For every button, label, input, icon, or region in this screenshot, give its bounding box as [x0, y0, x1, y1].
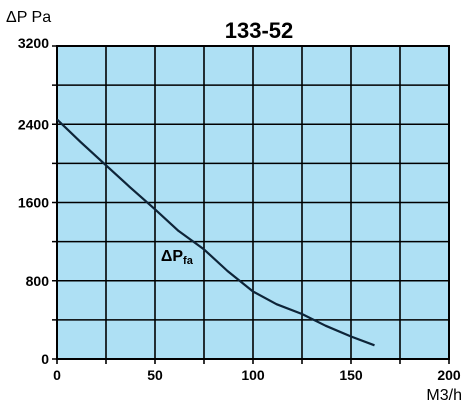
- series-line: [56, 118, 375, 347]
- x-tick-label: 50: [147, 367, 163, 383]
- y-tick-labels: 0 800 1600 2400 3200: [18, 35, 49, 367]
- y-axis-label: ΔP Pa: [6, 9, 51, 26]
- y-tick-label: 1600: [18, 195, 49, 211]
- x-tick-label: 0: [53, 367, 61, 383]
- chart-title: 133-52: [225, 18, 294, 43]
- y-tick-label: 3200: [18, 35, 49, 51]
- grid-lines: [52, 45, 450, 364]
- x-tick-label: 150: [339, 367, 363, 383]
- x-tick-label: 200: [437, 367, 461, 383]
- x-tick-label: 100: [241, 367, 265, 383]
- series-annotation: ΔPfa: [161, 248, 194, 267]
- y-tick-label: 0: [41, 351, 49, 367]
- y-tick-label: 800: [26, 273, 50, 289]
- x-axis-label: M3/h: [426, 387, 462, 404]
- x-tick-labels: 0 50 100 150 200: [53, 367, 461, 383]
- y-tick-label: 2400: [18, 116, 49, 132]
